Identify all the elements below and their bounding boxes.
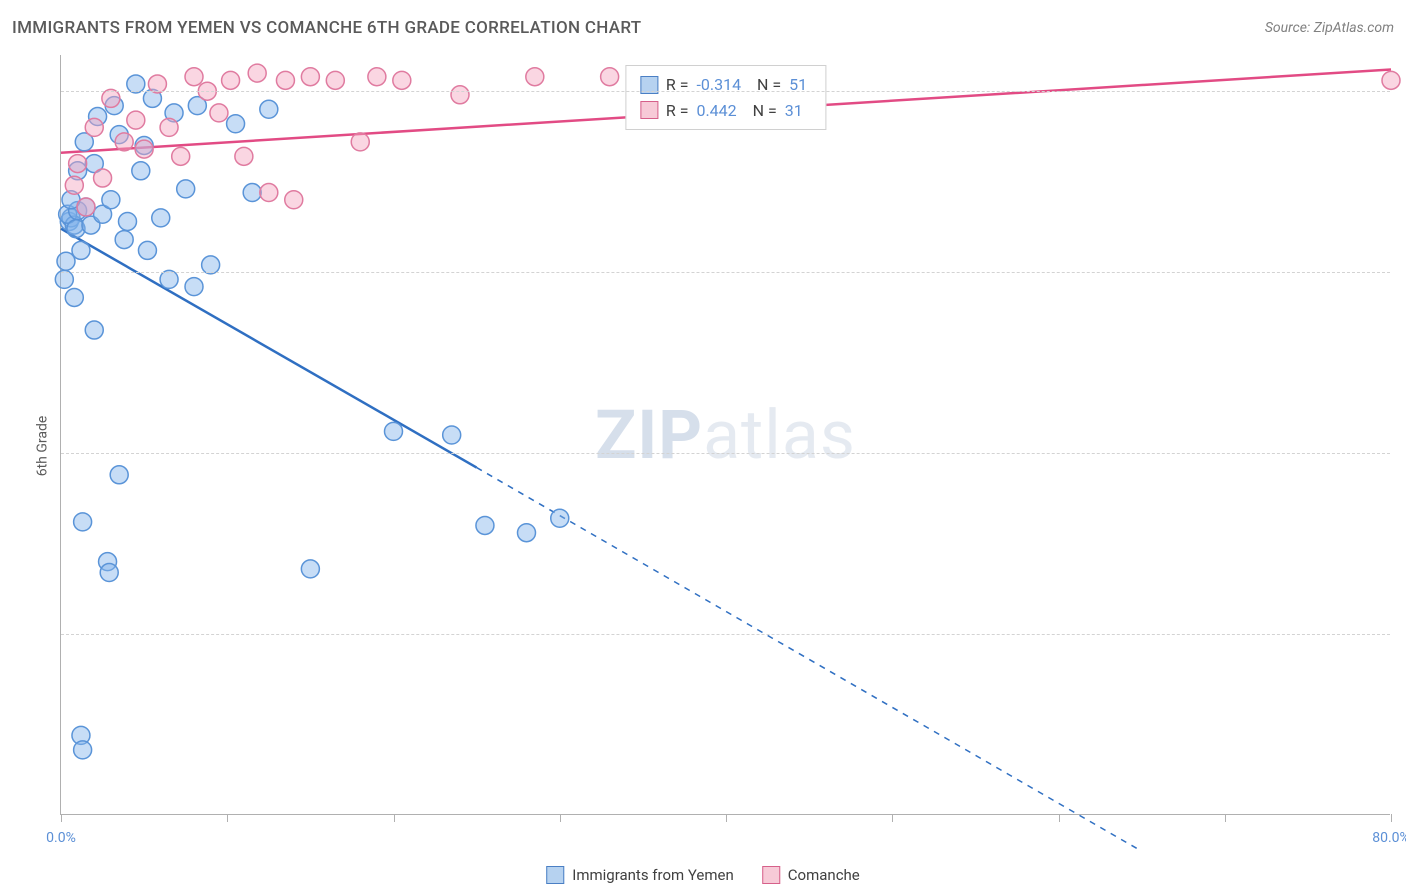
legend-text: R = -0.314 N = 51 (666, 72, 811, 98)
data-point (65, 176, 83, 194)
data-point (248, 64, 266, 82)
data-point (100, 564, 118, 582)
legend-label: Comanche (788, 866, 860, 884)
data-point (77, 198, 95, 216)
data-point (476, 516, 494, 534)
data-point (368, 68, 386, 86)
x-tick (227, 814, 228, 822)
data-point (72, 241, 90, 259)
legend-item: Immigrants from Yemen (546, 866, 734, 884)
data-point (326, 71, 344, 89)
data-point (138, 241, 156, 259)
data-point (65, 288, 83, 306)
data-point (102, 191, 120, 209)
data-point (518, 524, 536, 542)
legend-text: R = 0.442 N = 31 (666, 98, 807, 124)
data-point (551, 509, 569, 527)
data-point (185, 278, 203, 296)
plot-area: ZIPatlas R = -0.314 N = 51R = 0.442 N = … (60, 55, 1390, 815)
x-tick (726, 814, 727, 822)
data-point (385, 422, 403, 440)
x-tick (1059, 814, 1060, 822)
y-tick-label: 90.0% (1400, 445, 1406, 461)
y-tick-label: 85.0% (1400, 626, 1406, 642)
data-point (393, 71, 411, 89)
data-point (185, 68, 203, 86)
data-point (227, 115, 245, 133)
legend-swatch (640, 101, 658, 119)
legend-swatch (546, 866, 564, 884)
grid-line (61, 634, 1390, 635)
correlation-legend: R = -0.314 N = 51R = 0.442 N = 31 (625, 65, 826, 130)
source-attribution: Source: ZipAtlas.com (1265, 20, 1394, 36)
data-point (160, 118, 178, 136)
data-point (260, 184, 278, 202)
x-tick-label: 0.0% (46, 830, 76, 846)
data-point (57, 252, 75, 270)
x-tick (1391, 814, 1392, 822)
legend-row: R = -0.314 N = 51 (640, 72, 811, 98)
x-tick (1225, 814, 1226, 822)
legend-label: Immigrants from Yemen (572, 866, 734, 884)
data-point (172, 147, 190, 165)
data-point (276, 71, 294, 89)
data-point (1382, 71, 1400, 89)
data-point (119, 212, 137, 230)
x-tick (892, 814, 893, 822)
data-point (177, 180, 195, 198)
data-point (115, 133, 133, 151)
data-point (110, 466, 128, 484)
grid-line (61, 272, 1390, 273)
y-axis-label: 6th Grade (34, 416, 50, 477)
trend-line-dashed (477, 468, 1142, 852)
data-point (115, 231, 133, 249)
data-point (285, 191, 303, 209)
grid-line (61, 91, 1390, 92)
data-point (152, 209, 170, 227)
data-point (451, 86, 469, 104)
data-point (351, 133, 369, 151)
data-point (135, 140, 153, 158)
x-tick-label: 80.0% (1372, 830, 1406, 846)
legend-row: R = 0.442 N = 31 (640, 98, 811, 124)
data-point (222, 71, 240, 89)
data-point (235, 147, 253, 165)
legend-item: Comanche (762, 866, 860, 884)
x-tick (394, 814, 395, 822)
data-point (301, 68, 319, 86)
data-point (526, 68, 544, 86)
x-tick (560, 814, 561, 822)
data-point (85, 118, 103, 136)
data-point (127, 111, 145, 129)
chart-header: IMMIGRANTS FROM YEMEN VS COMANCHE 6TH GR… (12, 18, 1394, 38)
chart-container: IMMIGRANTS FROM YEMEN VS COMANCHE 6TH GR… (0, 0, 1406, 892)
data-point (74, 513, 92, 531)
data-point (132, 162, 150, 180)
data-point (260, 100, 278, 118)
data-point (443, 426, 461, 444)
chart-title: IMMIGRANTS FROM YEMEN VS COMANCHE 6TH GR… (12, 18, 641, 38)
plot-svg (61, 55, 1390, 814)
data-point (74, 741, 92, 759)
x-tick (61, 814, 62, 822)
data-point (601, 68, 619, 86)
data-point (94, 169, 112, 187)
grid-line (61, 453, 1390, 454)
data-point (85, 321, 103, 339)
data-point (210, 104, 228, 122)
legend-swatch (762, 866, 780, 884)
data-point (301, 560, 319, 578)
data-point (69, 155, 87, 173)
series-legend: Immigrants from Yemen Comanche (546, 866, 860, 884)
data-point (243, 184, 261, 202)
trend-line (61, 229, 477, 468)
y-tick-label: 95.0% (1400, 264, 1406, 280)
y-tick-label: 100.0% (1400, 83, 1406, 99)
